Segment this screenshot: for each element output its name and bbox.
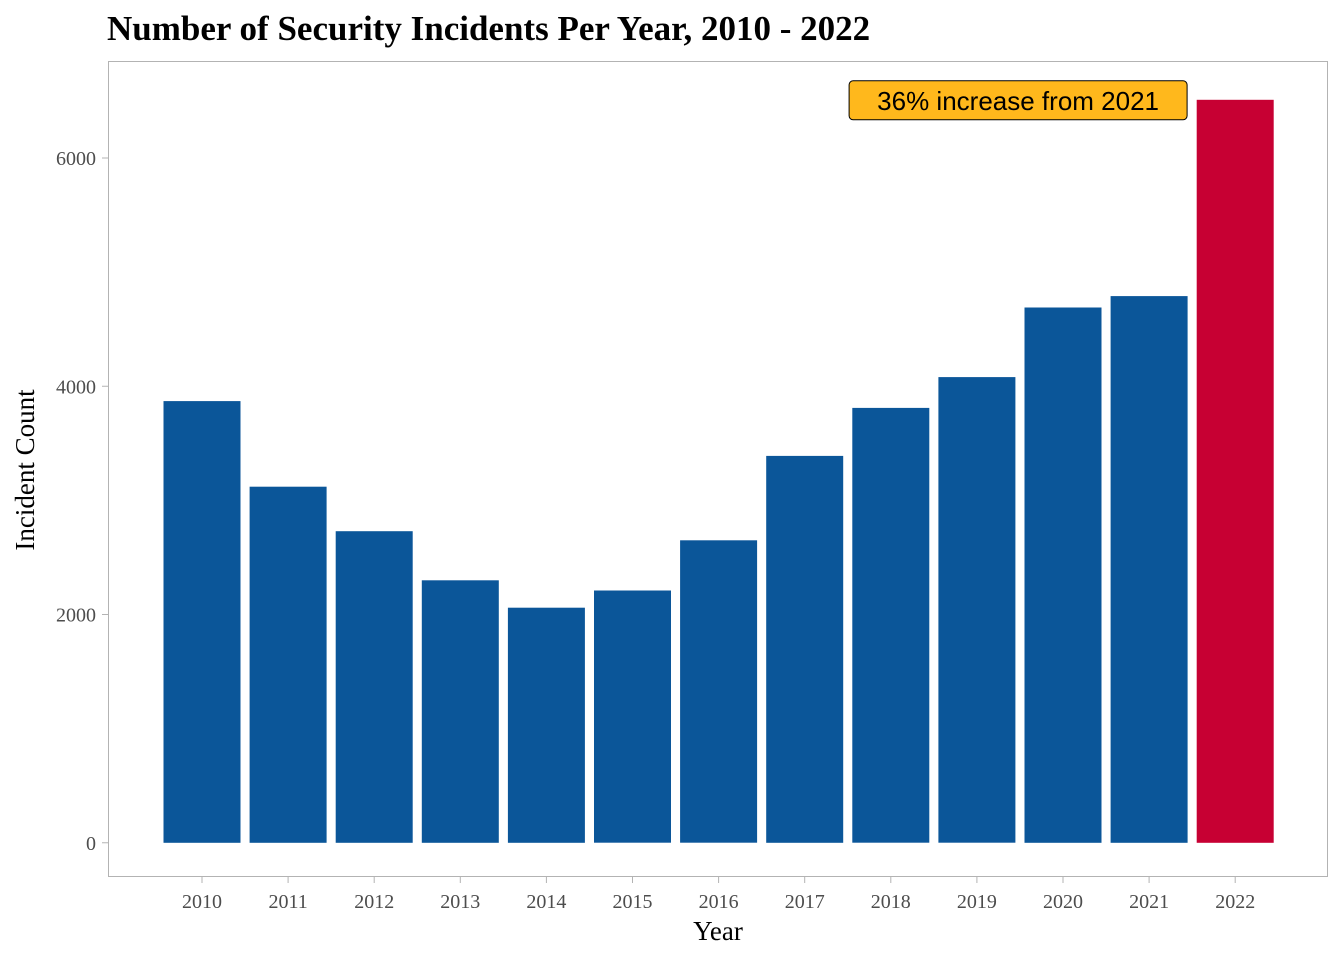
- bar-2019: [938, 377, 1016, 843]
- bar-2016: [680, 540, 758, 843]
- x-tick-label: 2015: [613, 891, 653, 913]
- x-axis: 2010 2011 2012 2013 2014 2015 2016 2017 2018 2019…: [182, 877, 1255, 913]
- x-tick-label: 2014: [526, 891, 566, 913]
- annotation-label: 36% increase from 2021: [877, 86, 1159, 116]
- bar-2011: [249, 486, 327, 843]
- x-tick-label: 2016: [699, 891, 739, 913]
- bar-2014: [507, 607, 585, 843]
- x-tick-label: 2017: [785, 891, 825, 913]
- y-tick-label: 4000: [56, 376, 96, 398]
- y-tick-label: 0: [86, 833, 96, 855]
- y-tick-label: 6000: [56, 148, 96, 170]
- annotation-group: 36% increase from 2021: [848, 80, 1188, 121]
- bars-group: [163, 99, 1274, 843]
- x-tick-label: 2018: [871, 891, 911, 913]
- bar-2018: [852, 407, 930, 843]
- x-tick-label: 2019: [957, 891, 997, 913]
- chart-title: Number of Security Incidents Per Year, 2…: [107, 9, 870, 48]
- x-tick-label: 2011: [268, 891, 307, 913]
- x-axis-title: Year: [693, 916, 743, 946]
- x-tick-label: 2021: [1129, 891, 1169, 913]
- plot-panel-border: [108, 61, 1328, 877]
- y-axis-title: Incident Count: [10, 389, 40, 551]
- bar-2017: [766, 455, 844, 843]
- x-tick-label: 2012: [354, 891, 394, 913]
- x-tick-label: 2013: [440, 891, 480, 913]
- bar-2020: [1024, 307, 1102, 843]
- bar-2012: [335, 531, 413, 843]
- bar-2010: [163, 401, 241, 843]
- y-tick-label: 2000: [56, 605, 96, 627]
- x-tick-label: 2010: [182, 891, 222, 913]
- bar-2022: [1196, 99, 1274, 843]
- bar-2015: [594, 590, 671, 843]
- x-tick-label: 2020: [1043, 891, 1083, 913]
- annotation-box: [848, 80, 1188, 121]
- x-tick-label: 2022: [1215, 891, 1255, 913]
- bar-2013: [421, 580, 499, 843]
- bar-2021: [1110, 296, 1188, 843]
- y-axis: 0 2000 4000 6000: [56, 148, 108, 855]
